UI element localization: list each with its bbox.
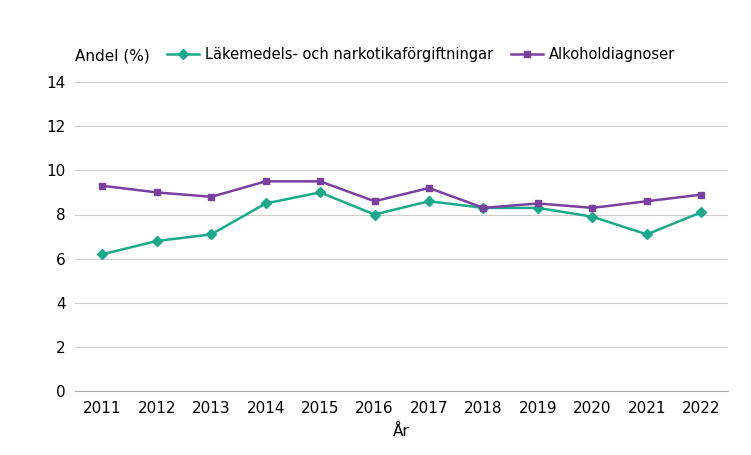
X-axis label: År: År: [394, 425, 410, 440]
Läkemedels- och narkotikaförgiftningar: [642, 232, 651, 237]
Alkoholdiagnoser: [315, 179, 324, 184]
Alkoholdiagnoser: [152, 190, 161, 195]
Läkemedels- och narkotikaförgiftningar: [588, 214, 597, 219]
Text: Andel (%): Andel (%): [75, 49, 150, 64]
Läkemedels- och narkotikaförgiftningar: [697, 210, 706, 215]
Läkemedels- och narkotikaförgiftningar: [315, 190, 324, 195]
Alkoholdiagnoser: [479, 205, 488, 211]
Legend: Läkemedels- och narkotikaförgiftningar, Alkoholdiagnoser: Läkemedels- och narkotikaförgiftningar, …: [167, 47, 675, 62]
Line: Läkemedels- och narkotikaförgiftningar: Läkemedels- och narkotikaförgiftningar: [99, 189, 704, 258]
Alkoholdiagnoser: [98, 183, 107, 188]
Alkoholdiagnoser: [588, 205, 597, 211]
Läkemedels- och narkotikaförgiftningar: [533, 205, 542, 211]
Alkoholdiagnoser: [533, 201, 542, 206]
Läkemedels- och narkotikaförgiftningar: [261, 201, 270, 206]
Läkemedels- och narkotikaförgiftningar: [152, 238, 161, 244]
Alkoholdiagnoser: [697, 192, 706, 197]
Alkoholdiagnoser: [370, 198, 379, 204]
Line: Alkoholdiagnoser: Alkoholdiagnoser: [99, 178, 704, 211]
Läkemedels- och narkotikaförgiftningar: [98, 252, 107, 257]
Alkoholdiagnoser: [642, 198, 651, 204]
Läkemedels- och narkotikaförgiftningar: [207, 232, 216, 237]
Läkemedels- och narkotikaförgiftningar: [370, 212, 379, 217]
Alkoholdiagnoser: [207, 194, 216, 200]
Läkemedels- och narkotikaförgiftningar: [424, 198, 433, 204]
Läkemedels- och narkotikaförgiftningar: [479, 205, 488, 211]
Alkoholdiagnoser: [261, 179, 270, 184]
Alkoholdiagnoser: [424, 185, 433, 191]
